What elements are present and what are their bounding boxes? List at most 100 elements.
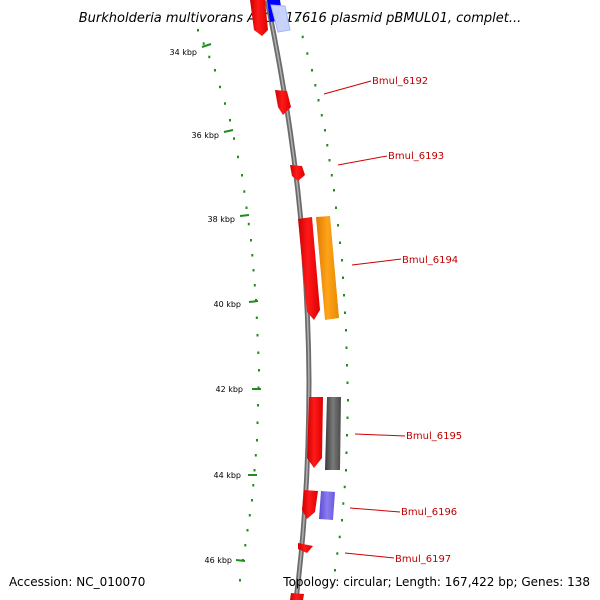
ruler-dot	[245, 206, 248, 209]
ruler-dot	[252, 484, 255, 487]
ruler-dot	[346, 364, 348, 367]
gene-arrow[interactable]	[302, 490, 318, 519]
ruler-dot	[346, 381, 349, 384]
ruler-dot	[248, 514, 251, 517]
gene-label[interactable]: Bmul_6197	[395, 554, 451, 565]
tick-label: 34 kbp	[169, 48, 197, 57]
gene-arrow[interactable]	[275, 90, 291, 115]
accession-text: Accession: NC_010070	[9, 575, 145, 589]
ruler-dot	[224, 102, 226, 105]
ruler-dot	[241, 174, 243, 177]
gene-Bmul_6196[interactable]	[302, 490, 335, 520]
ruler-dot	[197, 29, 199, 32]
tick-label: 36 kbp	[191, 131, 219, 140]
ruler-dot	[324, 129, 326, 132]
gene-arrow[interactable]	[307, 397, 323, 468]
gene-label[interactable]: Bmul_6196	[401, 507, 457, 518]
ruler-dot	[247, 222, 250, 226]
ruler-dot	[246, 529, 249, 532]
ruler-dot	[345, 469, 347, 472]
label-line	[351, 258, 402, 266]
map-title: Burkholderia multivorans ATCC 17616 plas…	[79, 11, 521, 26]
ruler-dot	[244, 544, 247, 547]
ruler-tick	[248, 300, 259, 303]
gene-Bmul_6197[interactable]	[298, 543, 313, 553]
ruler-dot	[257, 351, 260, 354]
label-line	[337, 155, 388, 166]
ruler-dot	[346, 416, 349, 419]
gene-arrow[interactable]	[298, 217, 320, 320]
ruler-dot	[330, 174, 333, 177]
bottom-features	[290, 593, 304, 600]
outer-dotted-arc	[297, 19, 349, 587]
tick-label: 38 kbp	[207, 215, 235, 224]
tick-label: 42 kbp	[215, 385, 243, 394]
gene-Bmul_6193[interactable]	[290, 165, 305, 181]
gene-label[interactable]: Bmul_6193	[388, 151, 444, 162]
topology-summary: Topology: circular; Length: 167,422 bp; …	[282, 575, 590, 589]
ruler-dot	[334, 569, 336, 572]
ruler-dot	[341, 259, 343, 262]
ruler-dot	[256, 334, 259, 337]
ruler-dot	[233, 137, 235, 140]
ruler-dot	[335, 206, 337, 209]
ruler-dot	[250, 239, 252, 242]
ruler-dot	[317, 99, 320, 102]
ruler-dot	[342, 502, 345, 505]
gene-label[interactable]: Bmul_6192	[372, 76, 428, 87]
ruler-dot	[253, 284, 256, 287]
ruler-tick	[201, 43, 212, 48]
gene-arrow-partial[interactable]	[250, 0, 268, 36]
gene-arrow[interactable]	[290, 165, 305, 181]
ruler-tick	[223, 129, 234, 133]
ruler-dot	[314, 84, 317, 87]
ruler-dot	[256, 439, 258, 442]
label-line	[354, 433, 406, 437]
ruler-dot	[301, 35, 304, 39]
gene-Bmul_6192[interactable]	[275, 90, 291, 115]
ruler-dot	[202, 42, 205, 45]
ruler-dot	[336, 552, 339, 555]
ruler-dot	[333, 189, 335, 192]
ruler-dot	[229, 119, 231, 122]
ruler-dot	[345, 451, 348, 454]
ruler-dot	[258, 369, 260, 372]
gene-Bmul_6195[interactable]	[307, 397, 341, 470]
ruler-dot	[339, 241, 341, 244]
ruler-dot	[243, 190, 246, 193]
ruler-dot	[251, 254, 254, 257]
gene-labels: Bmul_6192 Bmul_6193 Bmul_6194 Bmul_6195 …	[372, 76, 462, 565]
ruler-dot	[344, 311, 346, 314]
ruler-ticks	[201, 43, 261, 562]
ruler-dot	[345, 329, 347, 332]
ruler-dot	[342, 276, 344, 279]
ruler-dot	[346, 434, 348, 437]
ruler-dot	[331, 584, 334, 587]
ruler-dot	[343, 485, 346, 489]
gene-label[interactable]: Bmul_6195	[406, 431, 462, 442]
label-line	[323, 80, 372, 95]
label-line	[344, 552, 395, 559]
ruler-dot	[320, 114, 323, 117]
ruler-dot	[343, 294, 345, 297]
ruler-dot	[328, 159, 331, 162]
ruler-dot	[347, 399, 349, 402]
top-features	[250, 0, 291, 36]
ruler-dot	[326, 144, 329, 147]
gene-arrow[interactable]	[298, 543, 313, 553]
gene-label-lines	[323, 80, 406, 559]
ruler-dot	[257, 386, 260, 389]
ruler-dot	[256, 421, 259, 424]
ruler-dot	[219, 85, 221, 89]
gene-arrow-partial[interactable]	[290, 593, 304, 600]
ruler-dot	[297, 19, 299, 22]
gene-label[interactable]: Bmul_6194	[402, 255, 458, 266]
gene-Bmul_6194[interactable]	[298, 216, 339, 320]
ruler-dot	[239, 579, 241, 582]
ruler-dot	[208, 55, 211, 59]
ruler-labels: 34 kbp 36 kbp 38 kbp 40 kbp 42 kbp 44 kb…	[169, 48, 243, 565]
label-line	[349, 507, 401, 513]
ruler-dot	[254, 454, 257, 457]
gene-arrow-partial-light[interactable]	[270, 4, 291, 33]
ruler-dot	[306, 52, 309, 55]
